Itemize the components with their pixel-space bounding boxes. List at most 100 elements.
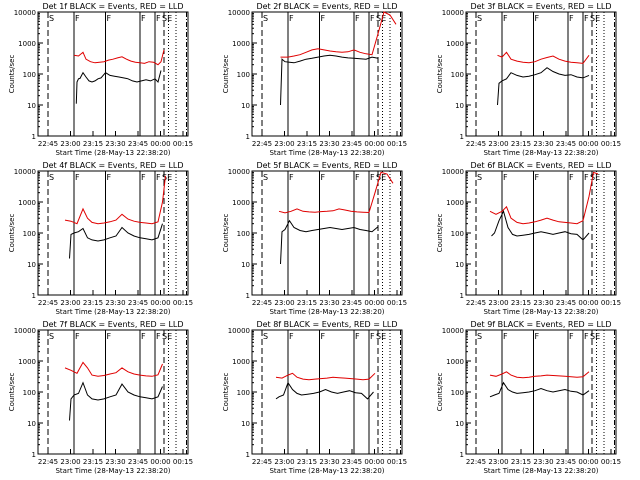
- x-tick-label: 23:30: [533, 299, 553, 307]
- x-tick-label: 23:30: [319, 458, 339, 466]
- y-tick-label: 100: [237, 389, 250, 397]
- x-tick-label: 22:45: [252, 140, 272, 148]
- x-tick-label: 00:15: [387, 140, 407, 148]
- x-tick-label: 23:45: [128, 458, 148, 466]
- x-tick-label: 00:15: [601, 458, 621, 466]
- interval-marker-label: F: [569, 14, 574, 23]
- lld-rate-line: [64, 361, 163, 377]
- y-tick-label: 1: [460, 292, 464, 300]
- interval-marker-label: F: [75, 332, 80, 341]
- x-tick-label: 23:45: [342, 140, 362, 148]
- x-axis-label: Start Time (28-May-13 22:38:20): [483, 149, 598, 157]
- interval-marker-label: F: [569, 173, 574, 182]
- y-tick-label: 1: [246, 451, 250, 459]
- y-tick-label: 10: [241, 261, 250, 269]
- x-tick-label: 23:30: [319, 140, 339, 148]
- panel-title: Det 3f BLACK = Events, RED = LLD: [470, 2, 611, 11]
- x-tick-label: 23:00: [488, 458, 508, 466]
- interval-marker-label: S: [263, 14, 268, 23]
- interval-marker-label: F: [289, 14, 294, 23]
- y-axis-label: Counts/sec: [222, 214, 230, 253]
- lld-rate-line: [489, 171, 599, 225]
- x-tick-label: 23:45: [556, 458, 576, 466]
- x-tick-label: 22:45: [38, 458, 58, 466]
- x-axis-label: Start Time (28-May-13 22:38:20): [269, 149, 384, 157]
- panel-title: Det 6f BLACK = Events, RED = LLD: [470, 161, 611, 170]
- panel-title: Det 2f BLACK = Events, RED = LLD: [256, 2, 397, 11]
- y-tick-label: 1000: [232, 199, 250, 207]
- x-tick-label: 23:00: [60, 140, 80, 148]
- x-tick-label: 23:30: [105, 140, 125, 148]
- y-tick-label: 10: [455, 102, 464, 110]
- panel-4: Det 4f BLACK = Events, RED = LLD 1 10 100 10…: [8, 161, 193, 316]
- y-tick-label: 1: [460, 133, 464, 141]
- panel-9: Det 9f BLACK = Events, RED = LLD 1 10 100 10…: [436, 320, 621, 475]
- interval-marker-label: F: [75, 14, 80, 23]
- interval-marker-label: F: [107, 332, 112, 341]
- x-tick-label: 23:00: [274, 140, 294, 148]
- events-rate-line: [491, 209, 590, 241]
- y-axis-label: Counts/sec: [222, 373, 230, 412]
- interval-marker-label: SE: [376, 332, 386, 341]
- events-rate-line: [280, 219, 379, 265]
- x-tick-label: 00:15: [601, 140, 621, 148]
- interval-marker-label: S: [477, 332, 482, 341]
- y-tick-label: 1: [32, 133, 36, 141]
- y-axis-label: Counts/sec: [8, 373, 16, 412]
- interval-marker-label: F: [584, 173, 589, 182]
- x-tick-label: 00:15: [173, 140, 193, 148]
- x-tick-label: 23:15: [83, 458, 103, 466]
- panel-title: Det 4f BLACK = Events, RED = LLD: [42, 161, 183, 170]
- panel-3: Det 3f BLACK = Events, RED = LLD 1 10 100 10…: [436, 2, 621, 157]
- y-tick-label: 1: [246, 292, 250, 300]
- interval-marker-label: F: [370, 14, 375, 23]
- x-tick-label: 00:00: [150, 140, 170, 148]
- interval-marker-label: F: [75, 173, 80, 182]
- x-tick-label: 23:15: [83, 299, 103, 307]
- x-tick-label: 00:00: [150, 299, 170, 307]
- interval-marker-label: F: [535, 14, 540, 23]
- x-tick-label: 23:30: [105, 458, 125, 466]
- plot-frame: [465, 170, 617, 296]
- x-tick-label: 23:15: [297, 458, 317, 466]
- panel-1: Det 1f BLACK = Events, RED = LLD 1 10 100 10…: [8, 2, 193, 157]
- panel-title: Det 1f BLACK = Events, RED = LLD: [42, 2, 183, 11]
- y-tick-label: 1: [246, 133, 250, 141]
- panel-6: Det 6f BLACK = Events, RED = LLD 1 10 100 10…: [436, 161, 621, 316]
- interval-marker-label: F: [289, 173, 294, 182]
- x-tick-label: 23:15: [511, 140, 531, 148]
- x-tick-label: 23:30: [105, 299, 125, 307]
- x-tick-label: 22:45: [252, 458, 272, 466]
- lld-rate-line: [64, 175, 166, 225]
- x-tick-label: 22:45: [466, 299, 486, 307]
- y-tick-label: 10: [241, 420, 250, 428]
- x-axis-label: Start Time (28-May-13 22:38:20): [55, 467, 170, 475]
- plot-frame: [465, 11, 617, 137]
- y-axis-label: Counts/sec: [436, 373, 444, 412]
- x-tick-label: 23:45: [128, 140, 148, 148]
- interval-marker-label: S: [49, 332, 54, 341]
- x-tick-label: 23:45: [128, 299, 148, 307]
- interval-marker-label: F: [321, 332, 326, 341]
- interval-marker-label: S: [263, 332, 268, 341]
- lld-rate-line: [275, 372, 376, 381]
- x-tick-label: 00:00: [364, 299, 384, 307]
- x-tick-label: 23:00: [488, 299, 508, 307]
- y-tick-label: 10000: [228, 327, 250, 335]
- y-tick-label: 1000: [18, 358, 36, 366]
- plot-frame: [37, 11, 189, 137]
- interval-marker-label: F: [355, 332, 360, 341]
- x-tick-label: 00:00: [578, 299, 598, 307]
- interval-marker-label: F: [503, 173, 508, 182]
- y-tick-label: 1000: [446, 40, 464, 48]
- y-axis-label: Counts/sec: [436, 55, 444, 94]
- x-tick-label: 00:15: [173, 458, 193, 466]
- x-tick-label: 00:00: [578, 458, 598, 466]
- interval-marker-label: S: [477, 14, 482, 23]
- panel-title: Det 8f BLACK = Events, RED = LLD: [256, 320, 397, 329]
- y-tick-label: 10: [455, 261, 464, 269]
- x-tick-label: 00:15: [387, 458, 407, 466]
- x-tick-label: 23:15: [511, 458, 531, 466]
- interval-marker-label: F: [355, 173, 360, 182]
